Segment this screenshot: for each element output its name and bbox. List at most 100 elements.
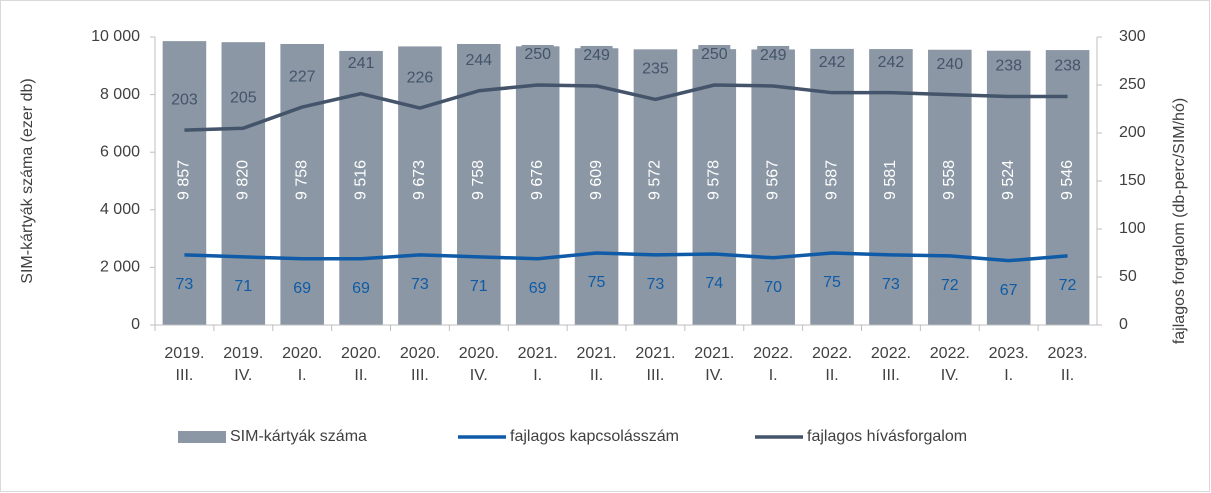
y-tick-label: 8 000 <box>100 86 140 103</box>
line-value-label: 73 <box>647 276 665 293</box>
value-label-bg <box>639 59 672 80</box>
y-tick-label: 2 000 <box>100 259 140 276</box>
value-label-bg <box>1051 56 1084 77</box>
bar-value-label: 9 587 <box>823 160 840 200</box>
value-label-bg <box>1051 275 1084 296</box>
line-value-label: 250 <box>524 46 551 63</box>
x-tick-label: I. <box>769 367 778 384</box>
bar-value-label: 9 857 <box>176 160 193 200</box>
x-tick-label: 2021. <box>518 345 558 362</box>
x-tick-label: 2019. <box>164 345 204 362</box>
bar-value-label: 9 581 <box>882 160 899 200</box>
line-value-label: 73 <box>411 276 429 293</box>
x-tick-label: 2023. <box>1048 345 1088 362</box>
x-tick-label: 2022. <box>930 345 970 362</box>
bar-value-label: 9 558 <box>941 160 958 200</box>
x-tick-label: 2022. <box>871 345 911 362</box>
y2-axis-title: fajlagos forgalom (db-perc/SIM/hó) <box>1171 98 1188 344</box>
x-tick-label: 2019. <box>223 345 263 362</box>
value-label-bg <box>286 67 319 88</box>
x-tick-label: 2023. <box>989 345 1029 362</box>
x-tick-label: II. <box>1061 367 1074 384</box>
value-label-bg <box>168 90 201 111</box>
line-value-label: 242 <box>819 54 846 71</box>
legend-label: SIM-kártyák száma <box>230 428 367 445</box>
value-label-bg <box>874 274 907 295</box>
line-value-label: 227 <box>289 68 316 85</box>
line-value-label: 242 <box>878 54 905 71</box>
value-label-bg <box>639 274 672 295</box>
value-label-bg <box>698 273 731 294</box>
value-label-bg <box>933 54 966 75</box>
line-value-label: 72 <box>1059 277 1077 294</box>
x-tick-label: III. <box>882 367 900 384</box>
x-tick-label: III. <box>647 367 665 384</box>
line-value-label: 73 <box>882 276 900 293</box>
line-value-label: 238 <box>995 58 1022 75</box>
x-tick-label: I. <box>298 367 307 384</box>
bar-value-label: 9 758 <box>293 160 310 200</box>
value-label-bg <box>462 276 495 297</box>
x-tick-label: III. <box>176 367 194 384</box>
value-label-bg <box>227 276 260 297</box>
y2-tick-label: 250 <box>1119 76 1146 93</box>
line-value-label: 73 <box>176 276 194 293</box>
legend-label: fajlagos hívásforgalom <box>807 428 967 445</box>
value-label-bg <box>757 277 790 298</box>
value-label-bg <box>992 56 1025 77</box>
value-label-bg <box>933 275 966 296</box>
line-value-label: 74 <box>705 275 723 292</box>
bar-value-label: 9 578 <box>706 160 723 200</box>
y-tick-label: 0 <box>131 316 140 333</box>
line-value-label: 67 <box>1000 282 1018 299</box>
x-tick-label: 2022. <box>753 345 793 362</box>
bar-value-label: 9 572 <box>647 160 664 200</box>
line-value-label: 75 <box>823 274 841 291</box>
line-value-label: 71 <box>470 278 488 295</box>
value-label-bg <box>286 278 319 299</box>
x-tick-label: 2020. <box>341 345 381 362</box>
line-value-label: 71 <box>234 278 252 295</box>
line-value-label: 226 <box>407 69 434 86</box>
y2-tick-label: 0 <box>1119 316 1128 333</box>
x-tick-label: 2021. <box>577 345 617 362</box>
x-tick-label: 2021. <box>635 345 675 362</box>
value-label-bg <box>992 280 1025 301</box>
y-axis-title: SIM-kártyák száma (ezer db) <box>19 78 36 283</box>
value-label-bg <box>462 50 495 71</box>
bar-value-label: 9 820 <box>235 160 252 200</box>
legend-label: fajlagos kapcsolásszám <box>510 428 679 445</box>
y2-tick-label: 100 <box>1119 220 1146 237</box>
line <box>184 83 1068 132</box>
line-value-label: 203 <box>171 91 198 108</box>
bar-value-label: 9 758 <box>470 160 487 200</box>
line <box>184 251 1068 263</box>
value-label-bg <box>816 52 849 73</box>
x-tick-label: II. <box>590 367 603 384</box>
line-value-label: 241 <box>348 55 375 72</box>
value-label-bg <box>345 278 378 299</box>
y2-tick-label: 150 <box>1119 172 1146 189</box>
bar-value-label: 9 516 <box>352 160 369 200</box>
value-label-bg <box>698 45 731 65</box>
x-tick-label: 2020. <box>400 345 440 362</box>
legend-swatch <box>178 431 226 443</box>
bar <box>515 46 560 325</box>
x-tick-label: IV. <box>705 367 723 384</box>
y-tick-label: 4 000 <box>100 201 140 218</box>
line-value-label: 205 <box>230 89 257 106</box>
bar-value-label: 9 673 <box>411 160 428 200</box>
line-value-label: 238 <box>1054 58 1081 75</box>
value-label-bg <box>168 274 201 295</box>
line-value-label: 249 <box>583 47 610 64</box>
line-value-label: 70 <box>764 279 782 296</box>
x-tick-label: 2020. <box>459 345 499 362</box>
line-value-label: 75 <box>588 274 606 291</box>
y-tick-label: 6 000 <box>100 143 140 160</box>
x-tick-label: IV. <box>470 367 488 384</box>
value-label-bg <box>521 45 554 65</box>
bar-value-label: 9 567 <box>764 160 781 200</box>
value-label-bg <box>580 273 613 293</box>
bar-value-label: 9 609 <box>588 160 605 200</box>
y2-tick-label: 50 <box>1119 268 1137 285</box>
